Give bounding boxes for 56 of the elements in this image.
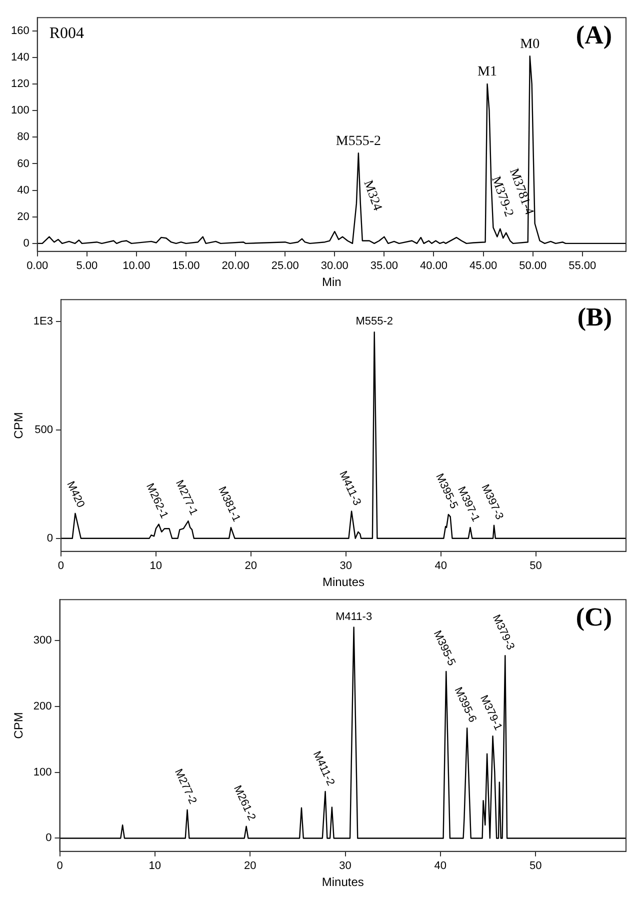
y-tick-label: 80 [17,131,30,144]
y-tick-label: 300 [33,634,52,646]
y-tick-label: 200 [33,700,52,712]
x-tick-label: 10 [150,560,162,572]
annotation: M411-3 [336,610,372,623]
x-tick-label: 15.00 [172,260,200,272]
y-tick-label: 120 [10,78,30,90]
y-tick-label: 500 [34,424,53,436]
x-tick-label: 30.00 [320,260,348,272]
x-tick-label: 55.00 [568,260,596,272]
y-tick-label: 140 [10,51,30,64]
x-tick-label: 50 [530,560,542,572]
x-tick-label: 40 [434,560,447,572]
annotation: (C) [576,602,612,632]
annotation: R004 [49,24,84,42]
y-tick-label: 0 [46,832,52,844]
y-tick-label: 100 [33,766,52,778]
x-tick-label: 20 [244,860,256,872]
y-tick-label: 160 [10,24,30,37]
x-tick-label: 0.00 [26,260,48,272]
y-axis-title: CPM [12,412,26,439]
x-tick-label: 50.00 [519,260,547,272]
x-tick-label: 30 [339,860,352,872]
y-axis-title: CPM [12,712,26,739]
x-axis-title: Min [322,275,342,290]
x-axis-title: Minutes [322,875,364,890]
x-tick-label: 35.00 [370,260,398,272]
annotation: M0 [520,36,540,52]
x-tick-label: 5.00 [76,260,98,272]
annotation: M420 [64,480,87,510]
y-tick-label: 1E3 [33,315,53,328]
y-tick-label: 20 [17,210,30,223]
x-tick-label: 50 [529,860,542,872]
x-tick-label: 0 [58,560,64,572]
x-tick-label: 10 [148,860,162,872]
y-tick-label: 40 [17,184,30,196]
annotation: M1 [478,64,497,80]
x-tick-label: 20 [244,560,258,572]
x-tick-label: 45.00 [470,260,498,272]
annotation: M555-2 [336,134,381,149]
y-tick-label: 0 [46,532,53,544]
x-tick-label: 40.00 [420,260,448,272]
annotation: (A) [576,20,612,50]
x-tick-label: 20.00 [222,260,250,272]
annotation: (B) [577,302,612,332]
y-tick-label: 60 [17,158,30,170]
y-tick-label: 0 [23,237,30,250]
annotation: M324 [361,178,386,213]
x-tick-label: 25.00 [271,260,299,272]
y-tick-label: 100 [10,104,30,117]
x-axis-title: Minutes [322,575,364,590]
x-tick-label: 0 [56,860,63,872]
x-tick-label: 30 [340,560,352,572]
annotation: M555-2 [356,316,393,328]
x-tick-label: 10.00 [122,260,150,272]
x-tick-label: 40 [434,860,447,872]
